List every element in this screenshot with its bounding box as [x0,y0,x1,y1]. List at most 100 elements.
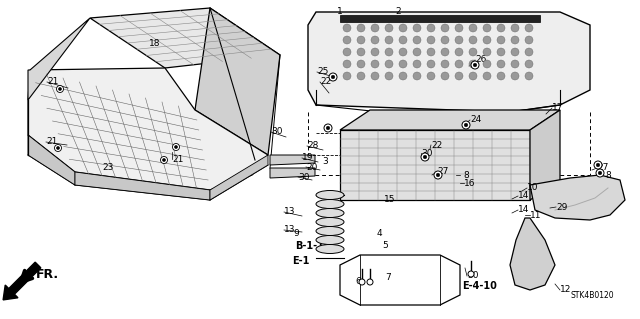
Text: 24: 24 [470,115,482,124]
Circle shape [511,24,519,32]
Circle shape [483,24,491,32]
Circle shape [413,72,421,80]
Circle shape [427,24,435,32]
Circle shape [54,145,61,152]
Polygon shape [340,15,540,22]
Circle shape [511,48,519,56]
Polygon shape [75,172,210,200]
Ellipse shape [316,226,344,235]
Text: 6: 6 [355,278,361,286]
Text: 25: 25 [317,68,329,77]
Text: B-1-10: B-1-10 [295,241,331,251]
Ellipse shape [316,218,344,226]
Circle shape [441,72,449,80]
Circle shape [56,146,60,150]
Circle shape [473,63,477,67]
Circle shape [525,48,533,56]
Circle shape [367,279,373,285]
Circle shape [469,60,477,68]
Circle shape [441,24,449,32]
Circle shape [332,75,335,79]
Circle shape [455,48,463,56]
Text: 13: 13 [284,207,296,217]
Circle shape [497,72,505,80]
Ellipse shape [316,199,344,209]
Circle shape [497,60,505,68]
Text: 8: 8 [463,170,469,180]
Circle shape [357,60,365,68]
Text: 19: 19 [302,153,314,162]
Circle shape [455,72,463,80]
Text: 27: 27 [597,164,609,173]
Circle shape [525,72,533,80]
Text: 3: 3 [322,158,328,167]
Circle shape [163,159,166,161]
Text: 30: 30 [271,128,283,137]
FancyArrow shape [3,262,41,300]
Text: 15: 15 [384,196,396,204]
Circle shape [343,60,351,68]
Circle shape [525,36,533,44]
Circle shape [399,36,407,44]
Polygon shape [340,110,560,130]
Circle shape [511,60,519,68]
Circle shape [413,24,421,32]
Circle shape [357,24,365,32]
Circle shape [469,24,477,32]
Circle shape [161,157,168,164]
Text: 23: 23 [102,164,114,173]
Circle shape [441,48,449,56]
Circle shape [483,36,491,44]
Polygon shape [510,218,555,290]
Circle shape [357,36,365,44]
Text: 2: 2 [395,6,401,16]
Text: FR.: FR. [36,269,59,281]
Circle shape [455,24,463,32]
Ellipse shape [316,190,344,199]
Text: 30: 30 [467,271,479,280]
Polygon shape [28,18,90,100]
Circle shape [371,36,379,44]
Circle shape [385,72,393,80]
Circle shape [357,72,365,80]
Circle shape [469,48,477,56]
Circle shape [468,271,474,277]
Text: 13: 13 [284,226,296,234]
Text: E-4-10: E-4-10 [463,281,497,291]
Circle shape [598,171,602,175]
Circle shape [423,155,427,159]
Circle shape [371,60,379,68]
Circle shape [399,48,407,56]
Circle shape [413,60,421,68]
Polygon shape [270,168,315,178]
Circle shape [343,48,351,56]
Polygon shape [90,8,280,68]
Text: 9: 9 [293,228,299,238]
Text: 28: 28 [307,142,319,151]
Text: 14: 14 [518,191,530,201]
Polygon shape [210,155,268,200]
Circle shape [497,36,505,44]
Text: E-1: E-1 [292,256,310,266]
Circle shape [427,48,435,56]
Circle shape [441,36,449,44]
Circle shape [436,173,440,177]
Text: 7: 7 [385,273,391,283]
Circle shape [371,24,379,32]
Text: 21: 21 [172,154,184,164]
Text: 8: 8 [605,170,611,180]
Text: 14: 14 [518,205,530,214]
Ellipse shape [316,235,344,244]
Text: 12: 12 [560,286,572,294]
Text: 1: 1 [337,6,343,16]
Text: STK4B0120: STK4B0120 [570,292,614,300]
Circle shape [483,60,491,68]
Polygon shape [308,12,590,112]
Text: 17: 17 [552,103,564,113]
Circle shape [427,36,435,44]
Circle shape [455,60,463,68]
Text: 22: 22 [321,78,332,86]
Text: 30: 30 [421,149,433,158]
Circle shape [385,60,393,68]
Polygon shape [530,110,560,200]
